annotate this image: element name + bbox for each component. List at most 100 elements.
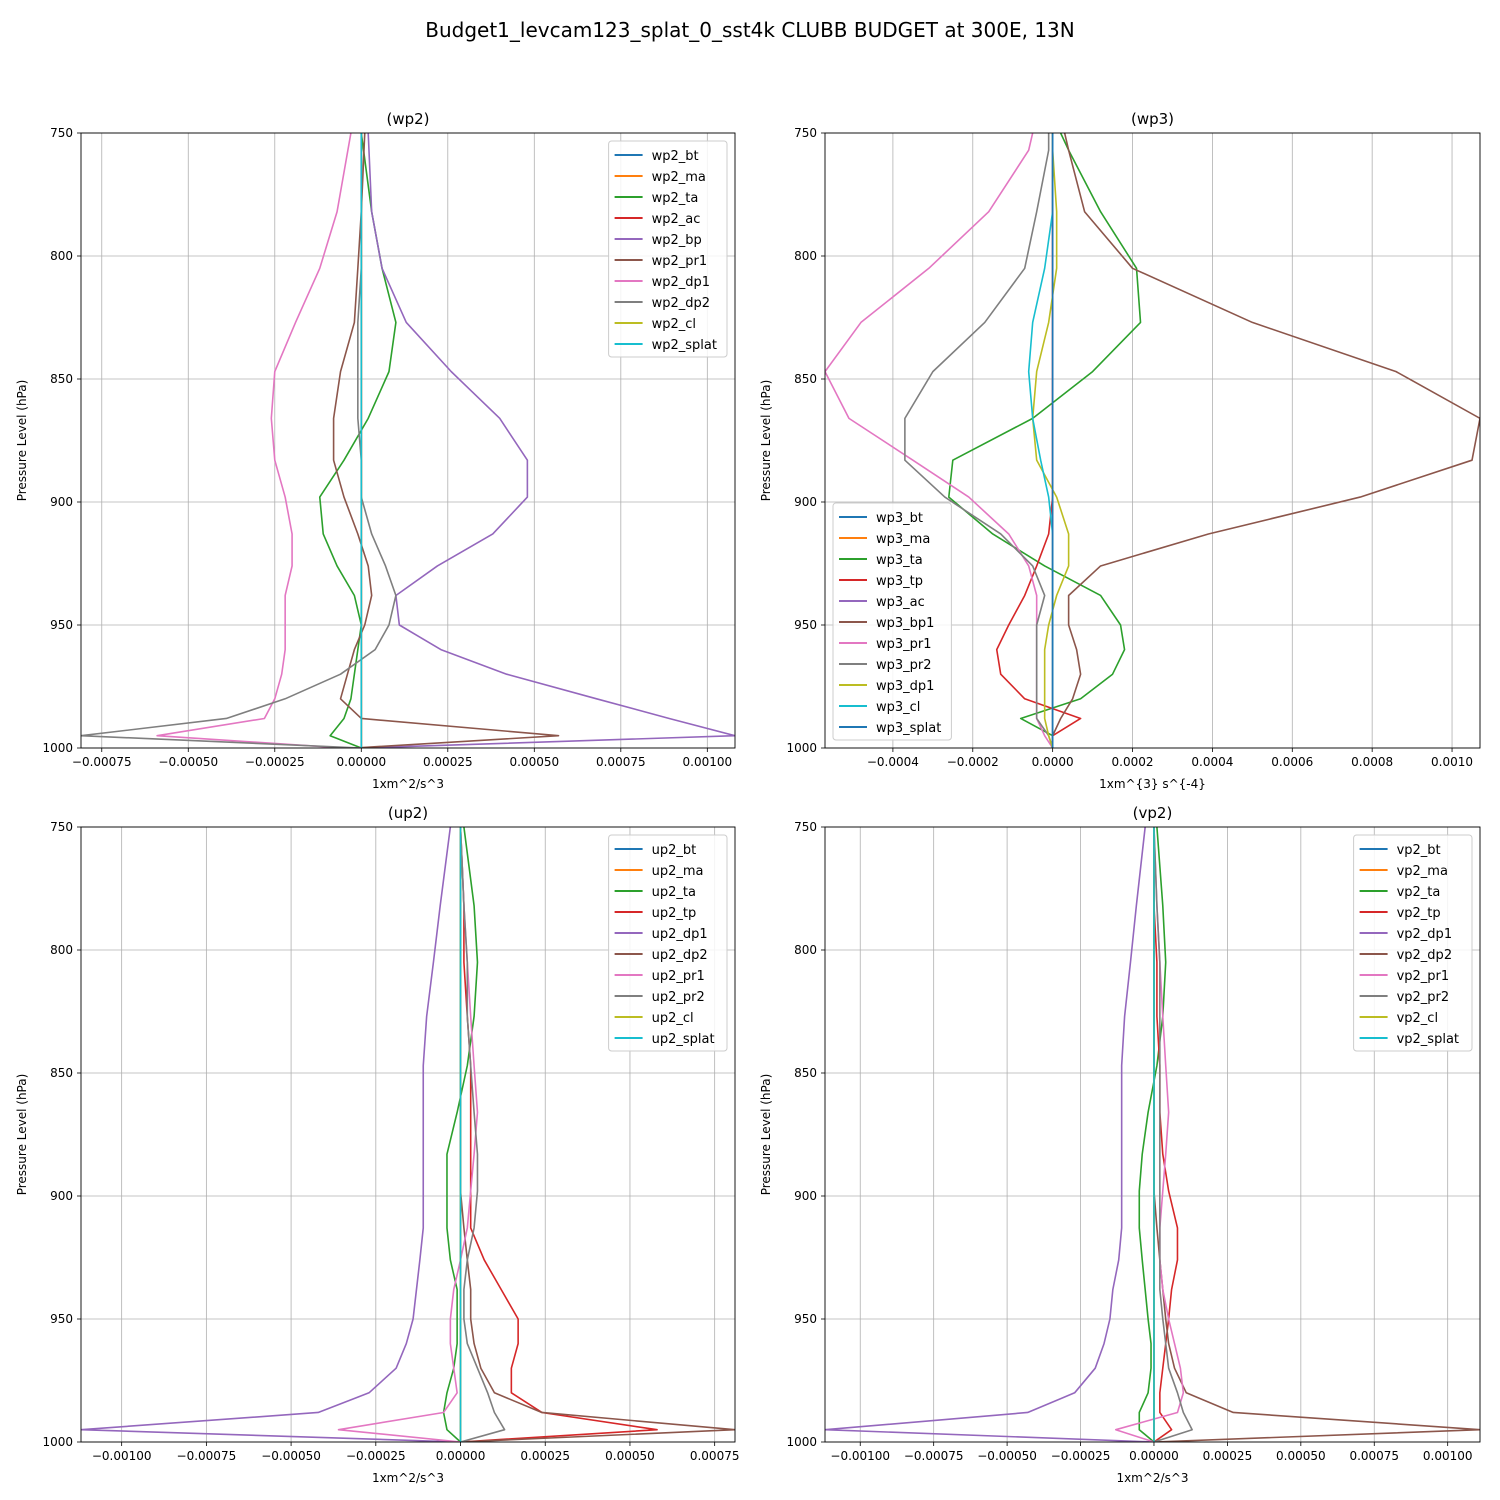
- axes-frame: [824, 132, 1481, 749]
- legend-label: up2_ta: [652, 885, 696, 900]
- axes-frame: [824, 826, 1481, 1443]
- y-tick-label: 1000: [786, 1435, 817, 1449]
- x-tick-label: 0.0004: [1191, 755, 1233, 769]
- x-tick-label: 0.00025: [1203, 1449, 1253, 1463]
- legend-label: wp3_tp: [876, 574, 923, 589]
- panel-title: (vp2): [1133, 804, 1173, 822]
- chart-panel-3: −0.00100 −0.00075 −0.00050 −0.00025 0.00000 0…: [759, 804, 1481, 1485]
- y-tick-label: 750: [794, 820, 817, 834]
- y-tick-label: 750: [794, 126, 817, 140]
- legend-label: wp2_ma: [652, 170, 706, 185]
- x-axis-label: 1xm^2/s^3: [372, 1471, 444, 1485]
- legend-label: vp2_dp1: [1397, 927, 1453, 942]
- x-tick-label: −0.00025: [346, 1449, 406, 1463]
- legend-label: vp2_pr1: [1397, 969, 1450, 984]
- legend-label: vp2_pr2: [1397, 990, 1450, 1005]
- legend-label: wp3_dp1: [876, 679, 934, 694]
- x-tick-label: −0.00075: [904, 1449, 964, 1463]
- legend-label: vp2_ta: [1397, 885, 1441, 900]
- legend-label: vp2_bt: [1397, 843, 1441, 858]
- x-tick-label: −0.00025: [245, 755, 305, 769]
- series-line-up2_dp1: [81, 827, 461, 1442]
- x-tick-label: 0.00050: [605, 1449, 655, 1463]
- y-tick-label: 900: [50, 495, 73, 509]
- legend-label: wp3_ta: [876, 553, 923, 568]
- legend-label: wp3_pr1: [876, 637, 932, 652]
- y-tick-label: 850: [794, 372, 817, 386]
- legend: wp3_bt wp3_ma wp3_ta wp3_tp wp3_ac wp3_bp1 wp3…: [832, 502, 952, 741]
- chart-panels: −0.00075 −0.00050 −0.00025 0.00000 0.00025 0.…: [15, 110, 1481, 1485]
- legend-label: vp2_tp: [1397, 906, 1441, 921]
- x-tick-label: 0.00000: [436, 1449, 486, 1463]
- y-tick-label: 1000: [42, 1435, 73, 1449]
- legend-label: up2_pr2: [652, 990, 705, 1005]
- legend-label: up2_ma: [652, 864, 704, 879]
- y-tick-label: 850: [50, 1066, 73, 1080]
- x-tick-label: −0.00025: [1051, 1449, 1111, 1463]
- series-line-wp2_ta: [318, 133, 397, 748]
- series-lines: [81, 133, 735, 748]
- series-lines: [81, 827, 735, 1442]
- series-line-vp2_dp1: [825, 827, 1154, 1442]
- legend-label: up2_bt: [652, 843, 697, 858]
- series-line-vp2_ta: [1138, 827, 1167, 1442]
- legend-label: up2_tp: [652, 906, 697, 921]
- series-line-wp2_bp: [361, 133, 735, 748]
- x-axis-label: 1xm^2/s^3: [372, 777, 444, 791]
- legend-label: wp3_pr2: [876, 658, 932, 673]
- series-line-wp3_pr2: [904, 133, 1054, 748]
- x-tick-label: −0.0004: [867, 755, 919, 769]
- legend-label: wp3_cl: [876, 700, 920, 715]
- x-tick-label: −0.0002: [947, 755, 999, 769]
- x-tick-label: 0.0000: [1032, 755, 1074, 769]
- y-tick-label: 900: [794, 1189, 817, 1203]
- series-line-wp3_dp1: [1031, 133, 1070, 748]
- legend-label: wp2_cl: [652, 317, 696, 332]
- chart-panel-2: −0.00100 −0.00075 −0.00050 −0.00025 0.00000 0…: [15, 804, 739, 1485]
- y-tick-label: 950: [794, 1312, 817, 1326]
- y-tick-label: 850: [794, 1066, 817, 1080]
- legend-label: wp2_bt: [652, 149, 699, 164]
- x-axis-label: 1xm^{3} s^{-4}: [1099, 777, 1206, 791]
- y-axis-label: Pressure Level (hPa): [759, 380, 773, 502]
- series-lines: [825, 133, 1480, 748]
- y-tick-label: 800: [50, 943, 73, 957]
- series-line-wp3_ta: [948, 133, 1142, 748]
- series-line-vp2_pr2: [1153, 827, 1193, 1442]
- legend-label: wp3_bp1: [876, 616, 934, 631]
- legend-box: [832, 502, 952, 741]
- legend-label: up2_dp1: [652, 927, 708, 942]
- x-tick-label: −0.00075: [72, 755, 132, 769]
- panel-title: (wp3): [1131, 110, 1174, 128]
- x-tick-label: 0.00000: [1129, 1449, 1179, 1463]
- legend-label: up2_dp2: [652, 948, 708, 963]
- legend-label: wp3_ma: [876, 532, 930, 547]
- y-tick-label: 850: [50, 372, 73, 386]
- y-tick-label: 800: [50, 249, 73, 263]
- y-tick-label: 800: [794, 943, 817, 957]
- x-tick-label: 0.0006: [1271, 755, 1313, 769]
- legend-label: wp2_ac: [652, 212, 701, 227]
- legend-label: vp2_splat: [1397, 1032, 1459, 1047]
- legend-label: vp2_dp2: [1397, 948, 1453, 963]
- series-line-wp2_pr1: [332, 133, 560, 748]
- x-tick-label: 0.00000: [336, 755, 386, 769]
- x-tick-label: 0.00100: [683, 755, 733, 769]
- series-line-up2_pr1: [337, 827, 479, 1442]
- y-tick-label: 950: [794, 618, 817, 632]
- legend-label: vp2_cl: [1397, 1011, 1438, 1026]
- y-tick-label: 750: [50, 126, 73, 140]
- x-tick-label: 0.00050: [1276, 1449, 1326, 1463]
- legend: vp2_bt vp2_ma vp2_ta vp2_tp vp2_dp1 vp2_dp2vp…: [1353, 834, 1473, 1052]
- series-line-wp2_dp2: [81, 133, 397, 748]
- legend-label: wp2_dp1: [652, 275, 710, 290]
- x-tick-label: 0.00050: [509, 755, 559, 769]
- legend-label: wp3_ac: [876, 595, 925, 610]
- legend-label: wp3_splat: [876, 721, 941, 736]
- y-tick-label: 800: [794, 249, 817, 263]
- legend-label: wp2_splat: [652, 338, 717, 353]
- panel-title: (wp2): [386, 110, 429, 128]
- legend-label: wp2_dp2: [652, 296, 710, 311]
- series-line-up2_pr2: [459, 827, 506, 1442]
